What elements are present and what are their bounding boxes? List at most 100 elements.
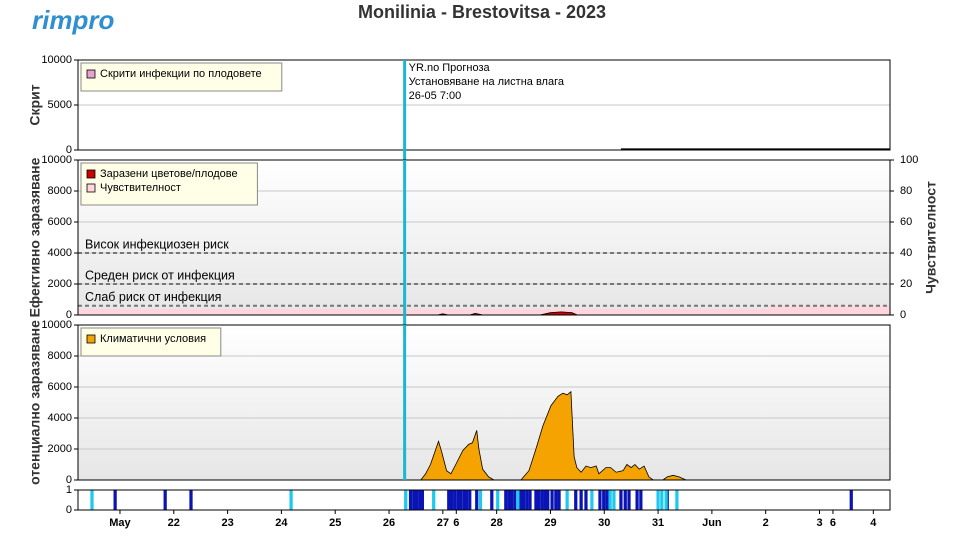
x-tick-label: 6 bbox=[453, 517, 459, 529]
annotation: Установяване на листна влага bbox=[409, 76, 565, 88]
bar bbox=[619, 490, 623, 510]
legend-box bbox=[80, 327, 222, 357]
y-tick-label: 1 bbox=[66, 484, 72, 496]
bar bbox=[627, 490, 631, 510]
bar bbox=[605, 490, 609, 510]
y-tick-label: 2000 bbox=[48, 443, 72, 455]
chart-title: Monilinia - Brestovitsa - 2023 bbox=[358, 2, 606, 22]
bar bbox=[584, 490, 588, 510]
bar bbox=[598, 490, 602, 510]
x-tick-label: 26 bbox=[383, 517, 395, 529]
bar bbox=[478, 490, 483, 510]
bar bbox=[468, 490, 472, 510]
y2-axis-label: Чувствителност bbox=[923, 181, 939, 294]
bar bbox=[574, 490, 578, 510]
bar bbox=[849, 490, 853, 510]
bar bbox=[404, 490, 408, 510]
bar bbox=[639, 490, 643, 510]
x-tick-label: 22 bbox=[168, 517, 180, 529]
y-axis-label: Ефективно заразяване bbox=[27, 157, 43, 317]
y-tick-label: 6000 bbox=[48, 216, 72, 228]
bar bbox=[189, 490, 193, 510]
bar bbox=[590, 490, 594, 510]
y2-tick-label: 40 bbox=[900, 247, 912, 259]
bar bbox=[414, 490, 419, 510]
bar bbox=[623, 490, 627, 510]
bar bbox=[579, 490, 583, 510]
legend-box bbox=[80, 62, 283, 92]
legend-swatch bbox=[86, 69, 96, 79]
bar bbox=[432, 490, 436, 510]
bar bbox=[464, 490, 469, 510]
y-axis-label: отенциално заразяване bbox=[27, 320, 43, 485]
plot-frame bbox=[77, 159, 891, 316]
y-tick-label: 6000 bbox=[48, 381, 72, 393]
bar bbox=[507, 490, 511, 510]
threshold-label: Висок инфекциозен риск bbox=[85, 237, 229, 251]
legend-swatch bbox=[86, 334, 96, 344]
bar bbox=[456, 490, 460, 510]
bar bbox=[546, 490, 550, 510]
bar bbox=[602, 490, 606, 510]
annotation: YR.no Прогноза bbox=[409, 62, 491, 74]
legend-label: Заразени цветове/плодове bbox=[100, 168, 238, 180]
bar bbox=[557, 490, 561, 510]
bar bbox=[521, 490, 526, 510]
bar bbox=[490, 490, 494, 510]
x-tick-label: 28 bbox=[491, 517, 503, 529]
y-tick-label: 10000 bbox=[41, 319, 72, 331]
x-tick-label: 30 bbox=[598, 517, 610, 529]
series-area bbox=[78, 305, 890, 315]
bar bbox=[504, 490, 508, 510]
x-tick-label: Jun bbox=[702, 517, 722, 529]
bar bbox=[608, 490, 612, 510]
y2-tick-label: 20 bbox=[900, 278, 912, 290]
logo: rimpro bbox=[32, 5, 114, 35]
x-tick-label: 4 bbox=[870, 517, 877, 529]
threshold-label: Слаб риск от инфекция bbox=[85, 290, 221, 304]
bar bbox=[675, 490, 679, 510]
bar bbox=[525, 490, 529, 510]
y-tick-label: 2000 bbox=[48, 278, 72, 290]
plot-area bbox=[78, 490, 890, 510]
x-tick-label: 25 bbox=[329, 517, 341, 529]
bar bbox=[289, 490, 293, 510]
y2-tick-label: 0 bbox=[900, 309, 906, 321]
bar bbox=[550, 490, 554, 510]
y-tick-label: 0 bbox=[66, 309, 72, 321]
y-axis-label: Скрит bbox=[27, 84, 43, 125]
bar bbox=[453, 490, 457, 510]
y-tick-label: 8000 bbox=[48, 350, 72, 362]
legend-label: Скрити инфекции по плодовете bbox=[100, 68, 262, 80]
bar bbox=[635, 490, 639, 510]
plot-frame bbox=[77, 59, 891, 151]
y-tick-label: 8000 bbox=[48, 185, 72, 197]
x-tick-label: 6 bbox=[830, 517, 836, 529]
bar bbox=[554, 490, 558, 510]
x-tick-label: 24 bbox=[275, 517, 288, 529]
bar bbox=[163, 490, 167, 510]
bar bbox=[664, 490, 668, 510]
bar bbox=[537, 490, 541, 510]
legend-label: Климатични условия bbox=[100, 333, 206, 345]
y2-tick-label: 80 bbox=[900, 185, 912, 197]
y2-tick-label: 100 bbox=[900, 154, 918, 166]
x-tick-label: 31 bbox=[652, 517, 664, 529]
plot-frame bbox=[77, 489, 891, 511]
bar bbox=[90, 490, 94, 510]
y-tick-label: 4000 bbox=[48, 247, 72, 259]
y-tick-label: 5000 bbox=[48, 99, 72, 111]
bar bbox=[418, 490, 422, 510]
bar bbox=[475, 490, 479, 510]
y-tick-label: 0 bbox=[66, 474, 72, 486]
bar bbox=[516, 490, 520, 510]
legend-swatch bbox=[86, 183, 96, 193]
legend-label: Чувствителност bbox=[100, 182, 181, 194]
legend-box bbox=[80, 162, 258, 206]
bar bbox=[408, 490, 413, 510]
series-group bbox=[90, 490, 853, 510]
series-group bbox=[404, 390, 687, 480]
bar bbox=[519, 490, 523, 510]
bar bbox=[449, 490, 454, 510]
bar bbox=[612, 490, 616, 510]
